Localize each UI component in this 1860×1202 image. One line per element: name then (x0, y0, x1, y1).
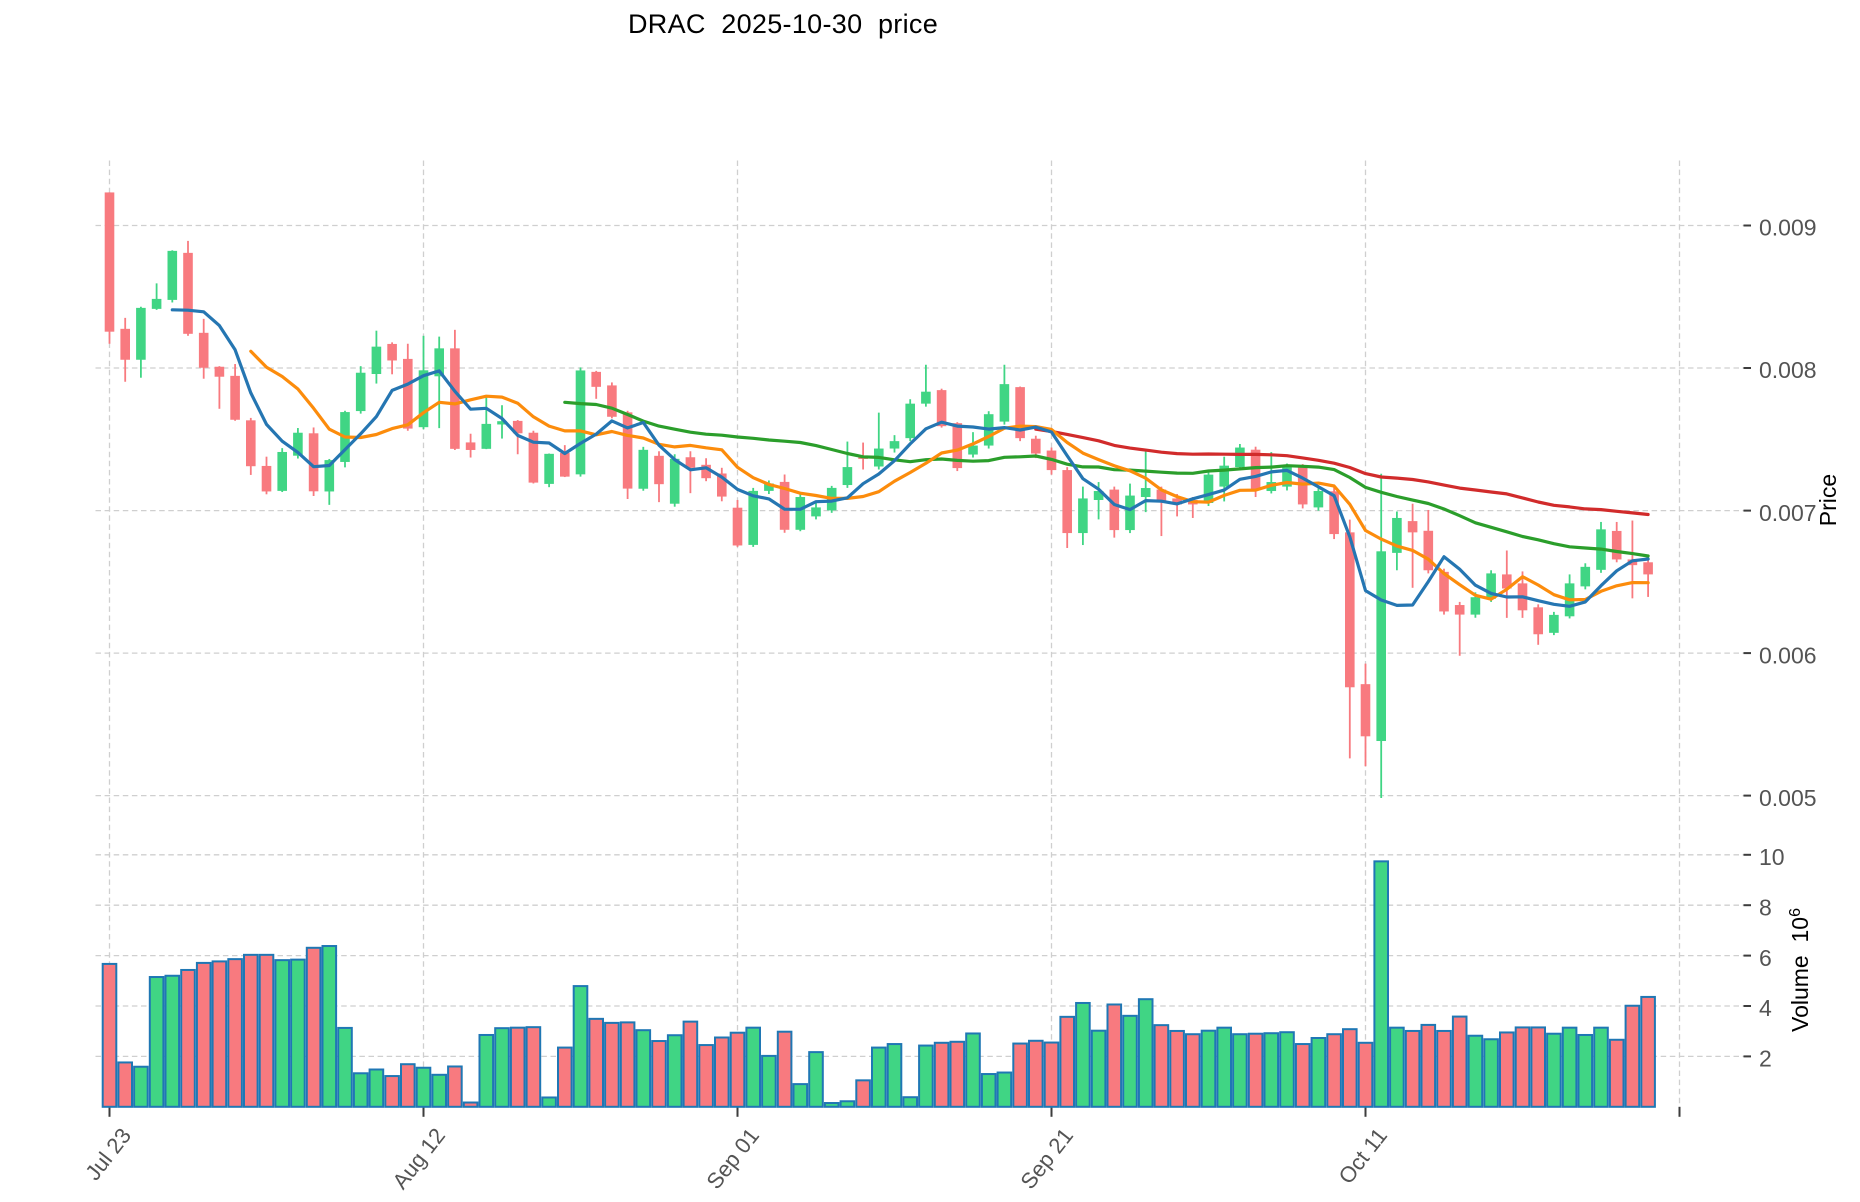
svg-text:6: 6 (1759, 945, 1772, 971)
svg-text:0.008: 0.008 (1759, 357, 1817, 383)
svg-text:8: 8 (1759, 894, 1772, 920)
svg-text:Volume 106: Volume 106 (1787, 908, 1813, 1032)
svg-text:0.005: 0.005 (1759, 785, 1817, 811)
svg-text:0.009: 0.009 (1759, 215, 1817, 241)
svg-text:2: 2 (1759, 1046, 1772, 1072)
svg-text:10: 10 (1759, 844, 1785, 870)
svg-text:DRAC 2025-10-30 price: DRAC 2025-10-30 price (628, 9, 938, 39)
svg-text:0.007: 0.007 (1759, 500, 1817, 526)
svg-text:Price: Price (1815, 474, 1841, 526)
svg-text:4: 4 (1759, 995, 1772, 1021)
svg-text:0.006: 0.006 (1759, 642, 1817, 668)
